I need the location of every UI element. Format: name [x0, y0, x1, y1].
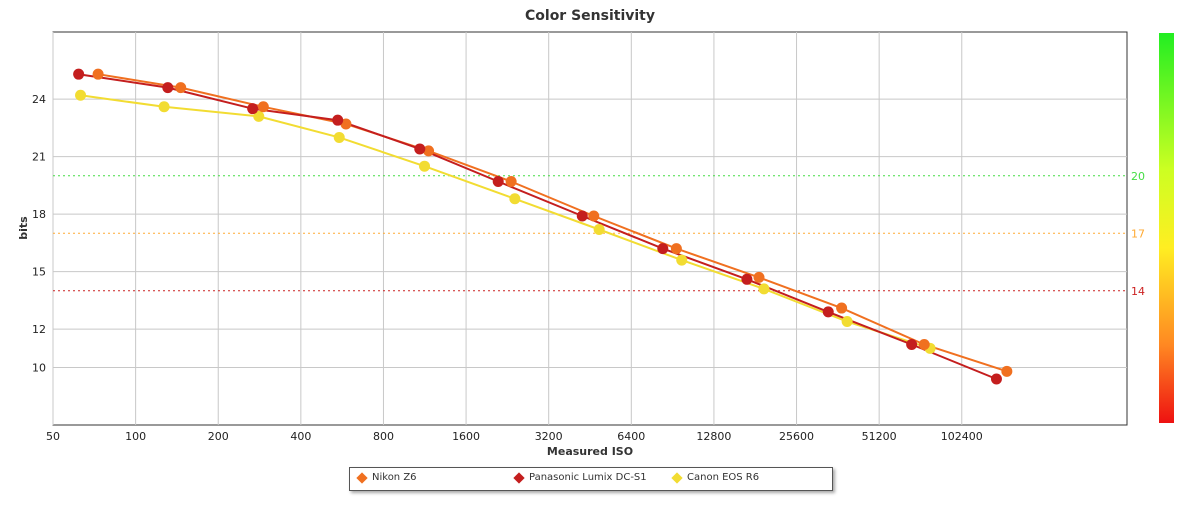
x-axis-ticks: 50 100 200 400 800 1600 3200 6400 12800 25600 5120…	[46, 430, 983, 443]
data-point[interactable]	[419, 160, 431, 172]
reference-line-label: 14	[1131, 285, 1145, 298]
grid-lines	[52, 32, 1127, 425]
data-point[interactable]	[657, 243, 669, 255]
x-tick-label: 6400	[617, 430, 645, 443]
x-tick-label: 200	[208, 430, 229, 443]
data-point[interactable]	[75, 89, 87, 101]
data-point[interactable]	[505, 176, 517, 188]
legend-item[interactable]: Panasonic Lumix DC-S1	[513, 471, 647, 484]
x-tick-label: 50	[46, 430, 60, 443]
data-point[interactable]	[990, 373, 1002, 385]
y-tick-label: 18	[32, 208, 46, 221]
x-tick-label: 3200	[535, 430, 563, 443]
x-tick-label: 25600	[779, 430, 814, 443]
y-tick-label: 15	[32, 266, 46, 279]
data-point[interactable]	[423, 145, 435, 157]
data-point[interactable]	[158, 101, 170, 113]
data-point[interactable]	[593, 223, 605, 235]
x-tick-label: 100	[125, 430, 146, 443]
data-point[interactable]	[918, 338, 930, 350]
data-point[interactable]	[333, 131, 345, 143]
data-point[interactable]	[175, 82, 187, 94]
x-tick-label: 51200	[862, 430, 897, 443]
y-axis-ticks: 10 12 15 18 21 24	[32, 93, 46, 374]
data-point[interactable]	[492, 176, 504, 188]
legend-label: Nikon Z6	[372, 472, 417, 483]
reference-line-label: 17	[1131, 227, 1145, 240]
legend-marker-icon	[671, 471, 683, 484]
data-point[interactable]	[822, 306, 834, 318]
x-tick-label: 1600	[452, 430, 480, 443]
series-line	[97, 73, 1008, 373]
data-point[interactable]	[676, 254, 688, 266]
y-tick-label: 12	[32, 323, 46, 336]
data-point[interactable]	[576, 210, 588, 222]
series-group	[73, 68, 1013, 385]
data-point[interactable]	[257, 101, 269, 113]
x-tick-label: 400	[290, 430, 311, 443]
series-line	[78, 73, 997, 380]
data-point[interactable]	[414, 143, 426, 155]
data-point[interactable]	[836, 302, 848, 314]
legend-item[interactable]: Canon EOS R6	[671, 471, 760, 484]
y-tick-label: 10	[32, 361, 46, 374]
data-point[interactable]	[758, 283, 770, 295]
data-point[interactable]	[247, 103, 259, 115]
reference-lines: 20 17 14	[53, 170, 1145, 298]
legend-marker-icon	[513, 471, 525, 484]
data-point[interactable]	[906, 338, 918, 350]
y-tick-label: 21	[32, 151, 46, 164]
color-scale-bar	[1159, 33, 1174, 423]
chart-title: Color Sensitivity	[525, 8, 655, 24]
data-point[interactable]	[92, 68, 104, 80]
data-point[interactable]	[670, 243, 682, 255]
y-tick-label: 24	[32, 93, 46, 106]
data-point[interactable]	[509, 193, 521, 205]
data-point[interactable]	[753, 271, 765, 283]
x-tick-label: 800	[373, 430, 394, 443]
reference-line-label: 20	[1131, 170, 1145, 183]
data-point[interactable]	[162, 82, 174, 94]
data-point[interactable]	[741, 273, 753, 285]
data-point[interactable]	[1001, 365, 1013, 377]
x-tick-label: 12800	[696, 430, 731, 443]
x-axis-label: Measured ISO	[547, 445, 633, 458]
data-point[interactable]	[253, 110, 265, 122]
data-point[interactable]	[841, 315, 853, 327]
data-point[interactable]	[73, 68, 85, 80]
data-point[interactable]	[588, 210, 600, 222]
y-axis-label: bits	[17, 216, 30, 240]
data-point[interactable]	[340, 118, 352, 130]
legend-label: Canon EOS R6	[687, 472, 760, 483]
legend: Nikon Z6 Panasonic Lumix DC-S1 Canon EOS R…	[349, 467, 833, 491]
x-tick-label: 102400	[941, 430, 983, 443]
legend-label: Panasonic Lumix DC-S1	[529, 472, 647, 483]
legend-item[interactable]: Nikon Z6	[356, 471, 417, 484]
legend-marker-icon	[356, 471, 368, 484]
data-point[interactable]	[332, 114, 344, 126]
